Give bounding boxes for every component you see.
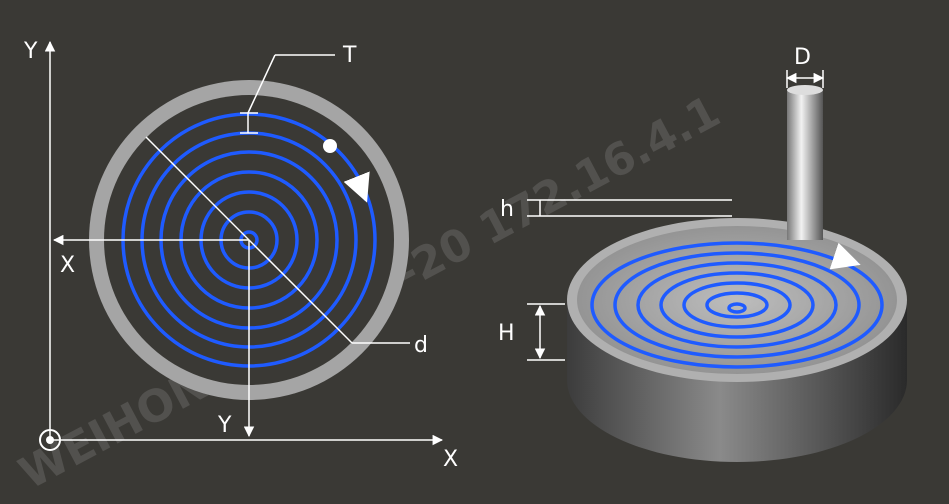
- label: D: [794, 45, 811, 70]
- spiral-path-3d: [590, 241, 884, 369]
- label: T: [342, 43, 357, 68]
- pocket-floor: [577, 226, 897, 374]
- axis-label: X: [443, 447, 458, 472]
- label: d: [414, 333, 428, 358]
- label: H: [498, 321, 515, 346]
- label: h: [500, 197, 514, 222]
- axis-label: Y: [23, 39, 38, 64]
- origin: [39, 429, 61, 451]
- tool-icon: [323, 139, 337, 153]
- tool-top: [787, 85, 823, 95]
- tool: [787, 90, 823, 240]
- label: Y: [217, 413, 232, 438]
- dimension-lines-3d: [527, 70, 825, 361]
- origin-dot: [46, 436, 54, 444]
- label: X: [60, 253, 75, 278]
- dimension-lines: [44, 40, 444, 446]
